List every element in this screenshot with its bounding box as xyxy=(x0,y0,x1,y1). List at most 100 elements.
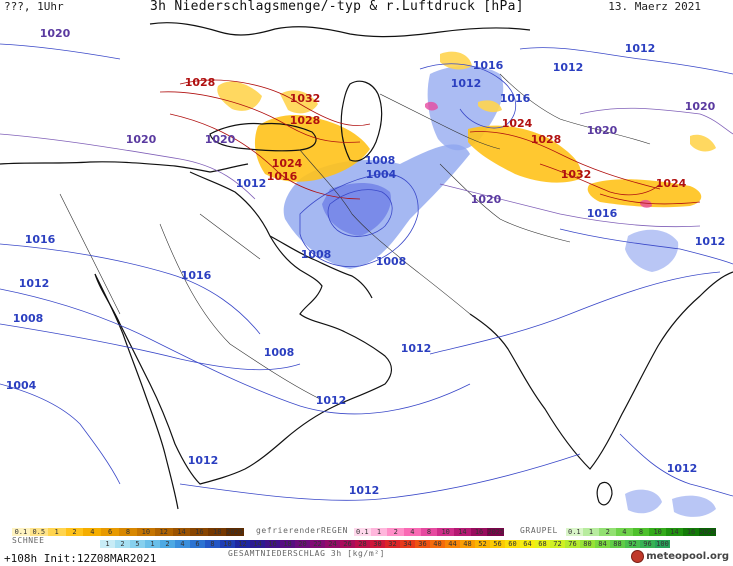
isobar-1008-arabia xyxy=(0,323,301,371)
scale-cell: 80 xyxy=(580,540,595,548)
isobar-1012-arabia xyxy=(0,288,471,415)
isobar-label: 1012 xyxy=(667,462,698,475)
scale-cell: 4 xyxy=(404,528,421,536)
isobar-label: 1024 xyxy=(656,177,687,190)
isobar-1016-tibet xyxy=(559,228,733,265)
isobar-label: 1032 xyxy=(561,168,592,181)
isobar-1020-northeast xyxy=(579,107,733,135)
isobar-1004-iran xyxy=(327,189,393,237)
forecast-time-label: ???, 1Uhr xyxy=(4,0,64,13)
isobar-label: 1032 xyxy=(290,92,321,105)
scale-cell: 2025+ xyxy=(487,528,505,536)
precip-snow-caucasus xyxy=(217,81,262,111)
scale-cell: 2 xyxy=(115,540,130,548)
scale-cell: 16 xyxy=(190,528,209,536)
coastline-mediterranean xyxy=(0,161,249,173)
isobar-label: 1020 xyxy=(205,133,236,146)
scale-cell: 72 xyxy=(550,540,565,548)
scale-cell: 10 xyxy=(136,528,155,536)
scale-cell: 18 xyxy=(280,540,295,548)
isobar-label: 1028 xyxy=(185,76,216,89)
scale-cell: 88 xyxy=(610,540,625,548)
coastlines xyxy=(0,22,733,510)
isobar-1024-east xyxy=(599,193,701,205)
scale-cell: 60 xyxy=(505,540,520,548)
coastline-sri-lanka xyxy=(596,481,613,506)
scale-cell: 4 xyxy=(616,528,633,536)
scale-cell: 18 xyxy=(208,528,227,536)
isobar-1028-east xyxy=(469,131,661,190)
scale-cell: 0.1 xyxy=(12,528,30,536)
scale-cell: 14 xyxy=(250,540,265,548)
scale-cell: 2 xyxy=(599,528,617,536)
scale-cell: 16 xyxy=(470,528,488,536)
scale-cell: 1 xyxy=(582,528,600,536)
isobar-label: 1028 xyxy=(290,114,321,127)
scale-cell: 44 xyxy=(445,540,460,548)
scale-cell: 30 xyxy=(370,540,385,548)
isobar-label: 1020 xyxy=(40,27,71,40)
isobar-1020-east xyxy=(439,183,701,228)
total-precip-label: GESAMTNIEDERSCHLAG 3h [kg/m²] xyxy=(228,549,386,558)
isobar-1012-south xyxy=(179,453,581,501)
coastline-red-sea-africa xyxy=(94,273,179,510)
isobar-label: 1012 xyxy=(236,177,267,190)
isobar-1008-iran xyxy=(299,173,419,268)
scale-cell: 2 xyxy=(65,528,84,536)
scale-cell: 100 xyxy=(655,540,670,548)
logo-icon xyxy=(631,550,645,563)
scale-cell: 8 xyxy=(420,528,438,536)
coastline-persian-gulf xyxy=(269,235,373,299)
isobar-label: 1012 xyxy=(695,235,726,248)
scale-cell: 84 xyxy=(595,540,610,548)
isobar-label: 1024 xyxy=(502,117,533,130)
isobars xyxy=(0,43,733,501)
scale-cell: 5 xyxy=(130,540,145,548)
scale-cell: 76 xyxy=(565,540,580,548)
isobar-label: 1016 xyxy=(181,269,212,282)
isobar-1016-arabia xyxy=(0,243,261,335)
map-header: ???, 1Uhr 3h Niederschlagsmenge/-typ & r… xyxy=(0,0,733,14)
isobar-label: 1020 xyxy=(685,100,716,113)
map-title: 3h Niederschlagsmenge/-typ & r.Luftdruck… xyxy=(150,0,524,14)
coastline-india xyxy=(469,271,733,470)
map-background xyxy=(0,14,733,522)
scale-cell: 40 xyxy=(430,540,445,548)
isobar-label: 1012 xyxy=(553,61,584,74)
precip-rain-srilanka xyxy=(625,489,716,517)
scale-cell: 56 xyxy=(490,540,505,548)
meteopool-logo[interactable]: meteopool.org xyxy=(631,550,729,563)
scale-cell: 8 xyxy=(632,528,650,536)
scale-cell: 10 xyxy=(649,528,667,536)
scale-cell: 10 xyxy=(437,528,455,536)
scale-cell: 6 xyxy=(101,528,120,536)
scale-cell: 2 xyxy=(160,540,175,548)
scale-cell: 10 xyxy=(220,540,235,548)
scale-cell: 36 xyxy=(415,540,430,548)
isobar-1028-west xyxy=(159,91,361,143)
scale-cell: 4 xyxy=(175,540,190,548)
isobar-label: 1028 xyxy=(531,133,562,146)
scale-cell: 20 xyxy=(295,540,310,548)
scale-cell: 1 xyxy=(47,528,66,536)
scale-cell: 34 xyxy=(400,540,415,548)
isobar-1012-northeast xyxy=(519,47,733,75)
coastline-caspian-sea xyxy=(340,80,383,162)
scale-cell: 1 xyxy=(145,540,160,548)
isobar-labels: 1020 1028 1032 1028 1020 1020 1024 1016 1012 1008… xyxy=(6,27,726,497)
isobar-label: 1008 xyxy=(13,312,44,325)
isobar-label: 1008 xyxy=(264,346,295,359)
scale-cell: 96 xyxy=(640,540,655,548)
scale-cell: 28 xyxy=(355,540,370,548)
isobar-1016-east xyxy=(419,63,517,129)
isobar-1020-west xyxy=(0,133,256,200)
isobar-label: 1012 xyxy=(316,394,347,407)
scale-cell: 26 xyxy=(340,540,355,548)
weather-map: 1020 1028 1032 1028 1020 1020 1024 1016 1012 1008… xyxy=(0,14,733,522)
scale-cell: 14 xyxy=(454,528,471,536)
scale-cell: 48 xyxy=(460,540,475,548)
freezing-rain-label: gefrierenderREGEN xyxy=(256,526,349,535)
isobar-1012-india xyxy=(429,271,721,355)
